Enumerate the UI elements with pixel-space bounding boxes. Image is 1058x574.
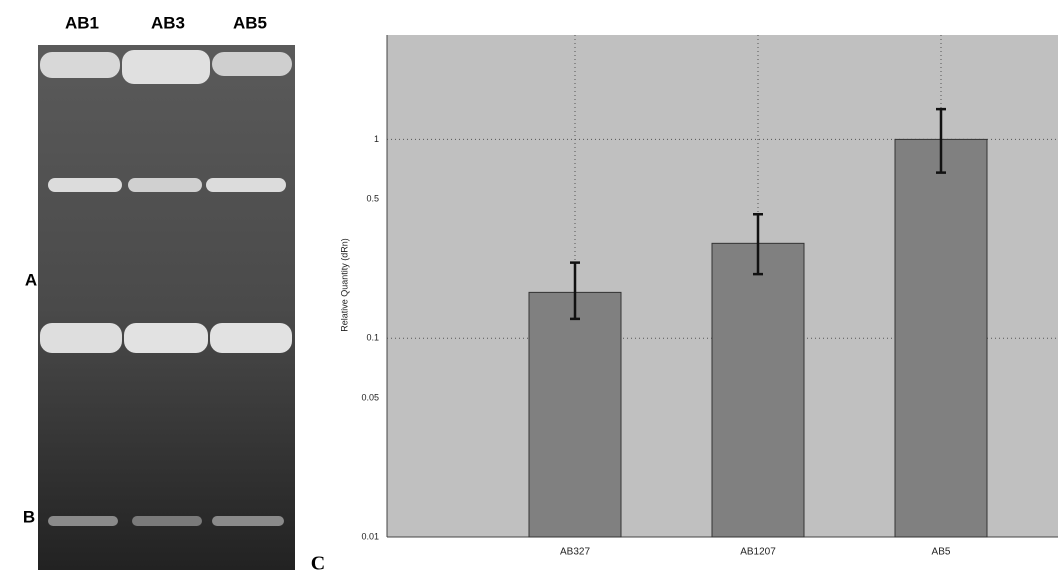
- lane-label: AB1: [65, 13, 99, 32]
- y-tick-label: 1: [374, 134, 379, 144]
- lane-label: AB5: [233, 13, 267, 32]
- panel-label: C: [311, 553, 325, 574]
- bar: [712, 243, 804, 537]
- figure: AB1 AB3 AB5 A B C 0.01 0.05 0.1 0.5 1 Relativ…: [0, 0, 1058, 574]
- y-axis-label: Relative Quantity (dRn): [339, 238, 349, 332]
- y-tick-label: 0.5: [366, 194, 379, 204]
- panel-label: B: [23, 507, 35, 526]
- x-tick-label: AB1207: [740, 547, 776, 558]
- bar: [895, 139, 987, 537]
- y-tick-label: 0.01: [361, 531, 379, 541]
- x-tick-label: AB5: [932, 547, 951, 558]
- panel-label: A: [25, 270, 37, 289]
- bar: [529, 292, 621, 537]
- gel-image: [38, 45, 295, 570]
- lane-label: AB3: [151, 13, 185, 32]
- chart: 0.01 0.05 0.1 0.5 1 Relative Quantity (dRn) AB…: [339, 35, 1058, 558]
- y-tick-label: 0.1: [366, 333, 379, 343]
- y-tick-label: 0.05: [361, 392, 379, 402]
- x-tick-label: AB327: [560, 547, 590, 558]
